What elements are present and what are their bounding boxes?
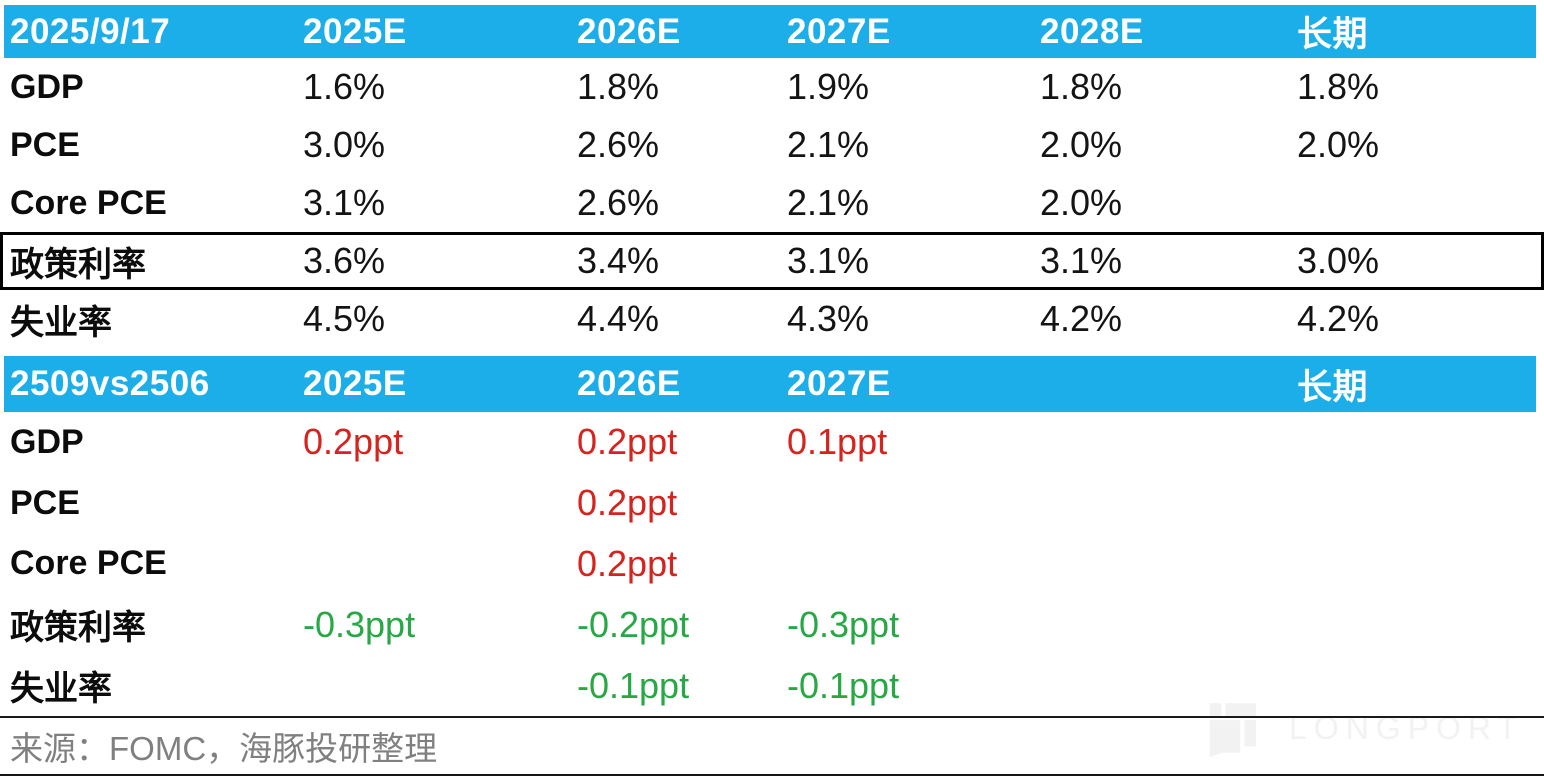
value-cell: 4.2%: [1040, 298, 1123, 339]
value-cell: 1.6%: [303, 66, 386, 107]
row-label: 失业率: [10, 670, 112, 709]
value-cell: 2.6%: [577, 182, 660, 223]
table1-body: GDP 1.6% 1.8% 1.9% 1.8% 1.8% PCE 3.0% 2.6% 2.1% 2.…: [0, 58, 1544, 348]
value-cell: 0.2ppt: [577, 421, 678, 463]
value-cell: 3.6%: [303, 240, 386, 281]
column-header: 长期: [1297, 15, 1369, 54]
table2-header-row: 2509vs2506 2025E 2026E 2027E 长期: [4, 356, 1536, 412]
value-cell: 0.2ppt: [577, 542, 678, 584]
bottom-rule: [0, 773, 1544, 776]
value-cell: 1.8%: [1040, 66, 1123, 107]
table-row: 失业率 -0.1ppt -0.1ppt: [0, 655, 1544, 716]
value-cell: -0.3ppt: [787, 603, 900, 645]
row-label: GDP: [10, 422, 84, 461]
value-cell: 1.8%: [577, 66, 660, 107]
value-cell: 4.2%: [1297, 298, 1380, 339]
value-cell: 3.1%: [787, 240, 870, 281]
value-cell: 3.1%: [303, 182, 386, 223]
table-row: 政策利率 -0.3ppt -0.2ppt -0.3ppt: [0, 594, 1544, 655]
value-cell: -0.1ppt: [787, 664, 900, 706]
table-row: PCE 3.0% 2.6% 2.1% 2.0% 2.0%: [0, 116, 1544, 174]
column-header: 2027E: [787, 364, 891, 403]
table-row: 政策利率 3.6% 3.4% 3.1% 3.1% 3.0%: [0, 232, 1544, 290]
row-label: PCE: [10, 125, 80, 164]
value-cell: 4.4%: [577, 298, 660, 339]
column-header: 2027E: [787, 11, 891, 51]
value-cell: 2.6%: [577, 124, 660, 165]
value-cell: 4.5%: [303, 298, 386, 339]
source-note-text: 来源：FOMC，海豚投研整理: [10, 729, 438, 767]
column-header: 长期: [1297, 367, 1369, 407]
column-header: 2028E: [1040, 11, 1144, 51]
column-header: 2025E: [303, 364, 407, 403]
value-cell: 0.1ppt: [787, 421, 888, 463]
source-note: 来源：FOMC，海豚投研整理: [0, 718, 1544, 774]
value-cell: 2.1%: [787, 182, 870, 223]
projections-table-revisions: 2509vs2506 2025E 2026E 2027E 长期 GDP 0.2ppt 0.2…: [0, 356, 1544, 716]
value-cell: 2.0%: [1040, 124, 1123, 165]
table-row: Core PCE 3.1% 2.6% 2.1% 2.0%: [0, 174, 1544, 232]
value-cell: 1.8%: [1297, 66, 1380, 107]
column-header: 2026E: [577, 364, 681, 403]
row-label: PCE: [10, 483, 80, 522]
projections-table-current: 2025/9/17 2025E 2026E 2027E 2028E 长期 GDP 1.6% 1…: [0, 5, 1544, 348]
row-label: 失业率: [10, 303, 112, 342]
column-header: 2026E: [577, 11, 681, 51]
row-label: GDP: [10, 67, 84, 106]
footer-divider-line: [0, 715, 1544, 718]
table-row: GDP 1.6% 1.8% 1.9% 1.8% 1.8%: [0, 58, 1544, 116]
brand-watermark-text: LONGPORT: [1289, 709, 1524, 746]
value-cell: 2.0%: [1297, 124, 1380, 165]
section-gap: [0, 348, 1544, 352]
value-cell: 3.0%: [303, 124, 386, 165]
value-cell: -0.2ppt: [577, 603, 690, 645]
table-title: 2509vs2506: [10, 364, 210, 403]
value-cell: 4.3%: [787, 298, 870, 339]
table-row: PCE 0.2ppt: [0, 473, 1544, 534]
row-label: Core PCE: [10, 183, 167, 222]
table2-body: GDP 0.2ppt 0.2ppt 0.1ppt PCE 0.2ppt Core PCE 0.…: [0, 412, 1544, 716]
row-label: Core PCE: [10, 544, 167, 583]
value-cell: -0.1ppt: [577, 664, 690, 706]
value-cell: 0.2ppt: [303, 421, 404, 463]
value-cell: 3.1%: [1040, 240, 1123, 281]
longbridge-logo-icon: [1209, 703, 1257, 757]
table1-header-row: 2025/9/17 2025E 2026E 2027E 2028E 长期: [4, 5, 1536, 58]
table-row: 失业率 4.5% 4.4% 4.3% 4.2% 4.2%: [0, 290, 1544, 348]
value-cell: 1.9%: [787, 66, 870, 107]
brand-watermark: LONGPORT: [1209, 697, 1524, 759]
row-label: 政策利率: [10, 609, 146, 648]
table-title: 2025/9/17: [10, 11, 171, 51]
value-cell: 0.2ppt: [577, 482, 678, 524]
value-cell: -0.3ppt: [303, 603, 416, 645]
value-cell: 2.0%: [1040, 182, 1123, 223]
value-cell: 3.4%: [577, 240, 660, 281]
table-row: Core PCE 0.2ppt: [0, 534, 1544, 595]
table-row: GDP 0.2ppt 0.2ppt 0.1ppt: [0, 412, 1544, 473]
value-cell: 2.1%: [787, 124, 870, 165]
column-header: 2025E: [303, 11, 407, 51]
value-cell: 3.0%: [1297, 240, 1380, 281]
row-label: 政策利率: [10, 245, 146, 284]
